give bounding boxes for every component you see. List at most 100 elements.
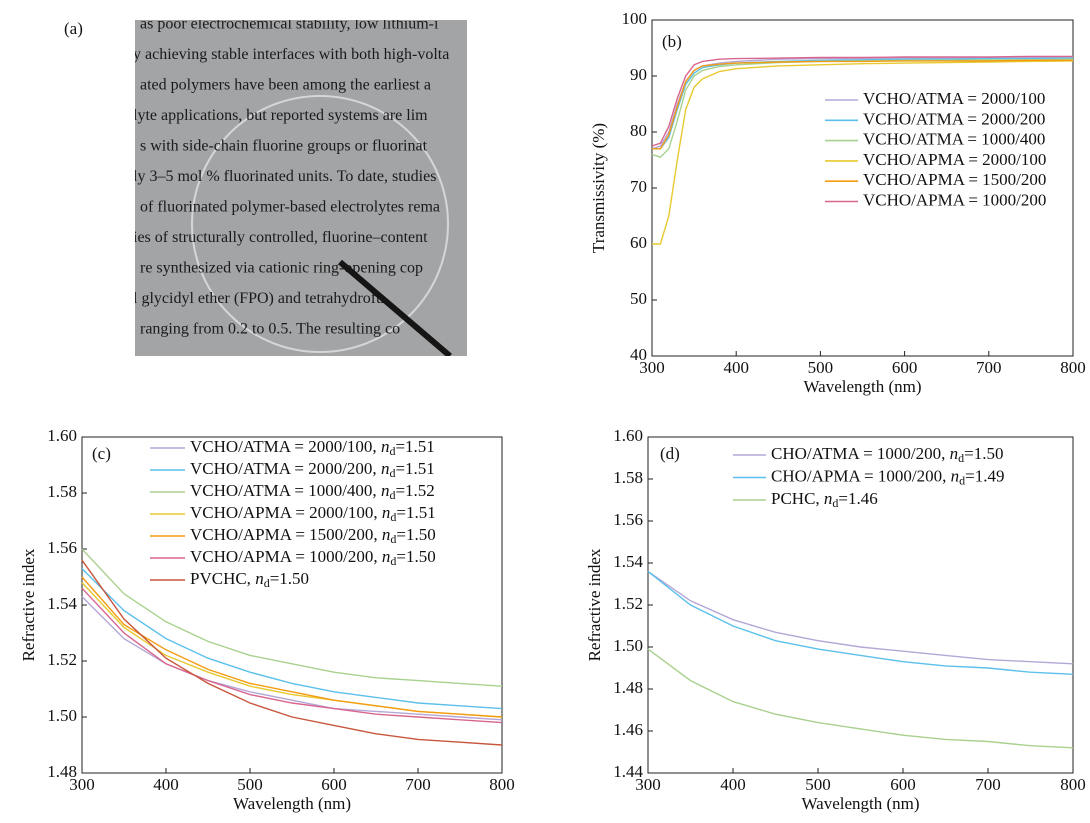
legend-text-part: n [381, 437, 390, 456]
series-line [81, 576, 503, 718]
x-tick-label: 800 [489, 775, 515, 794]
photo-background [135, 20, 467, 356]
series-line [81, 582, 503, 718]
x-tick-label: 500 [805, 775, 831, 794]
x-tick-label: 400 [153, 775, 179, 794]
y-tick-label: 1.58 [613, 468, 643, 487]
legend-text-part: =1.49 [965, 466, 1004, 485]
series-line [81, 587, 503, 724]
legend-label: VCHO/APMA = 1500/200 [863, 170, 1046, 189]
legend-text-part: d [832, 496, 838, 510]
x-tick-label: 300 [69, 775, 95, 794]
legend-text-part: =1.46 [838, 489, 877, 508]
legend-text-part: d [390, 510, 396, 524]
legend-label: VCHO/APMA = 1000/200, nd=1.50 [190, 547, 436, 568]
y-tick-label: 1.48 [47, 762, 77, 781]
legend-text-part: VCHO/ATMA = 2000/100 [863, 89, 1045, 108]
legend-text-part: =1.51 [396, 503, 435, 522]
legend-text-part: =1.51 [395, 437, 434, 456]
legend-text-part: PVCHC, [190, 569, 255, 588]
legend-text-part: =1.52 [395, 481, 434, 500]
photo-text: as poor electrochemical stability, low l… [140, 16, 439, 33]
legend-text-part: d [389, 466, 395, 480]
y-tick-label: 1.56 [47, 538, 77, 557]
series-line [647, 648, 1074, 749]
x-tick-label: 600 [321, 775, 347, 794]
legend-text-part: CHO/APMA = 1000/200, [771, 466, 951, 485]
x-tick-label: 800 [1060, 358, 1086, 377]
series-line [651, 58, 1074, 159]
x-tick-label: 500 [237, 775, 263, 794]
legend-label: VCHO/ATMA = 1000/400 [863, 130, 1045, 149]
y-tick-label: 1.52 [47, 650, 77, 669]
panel-label: (c) [92, 444, 111, 463]
x-axis-label: Wavelength (nm) [233, 794, 351, 813]
x-tick-label: 700 [405, 775, 431, 794]
series-line [652, 60, 1074, 245]
legend-text-part: d [958, 451, 964, 465]
y-tick-label: 1.54 [613, 552, 643, 571]
legend-text-part: VCHO/APMA = 1500/200, [190, 525, 382, 544]
y-tick-label: 1.46 [613, 720, 643, 739]
legend-text-part: VCHO/ATMA = 1000/400, [190, 481, 381, 500]
y-tick-label: 1.50 [47, 706, 77, 725]
legend-label: VCHO/ATMA = 2000/100 [863, 89, 1045, 108]
photo-text: of fluorinated polymer-based electrolyte… [140, 199, 440, 216]
legend-label: CHO/ATMA = 1000/200, nd=1.50 [771, 444, 1004, 465]
y-tick-label: 40 [630, 345, 647, 364]
y-tick-label: 70 [630, 177, 647, 196]
legend-text-part: VCHO/APMA = 1000/200, [190, 547, 382, 566]
y-tick-label: 1.54 [47, 594, 77, 613]
legend-text-part: VCHO/APMA = 2000/100 [863, 150, 1046, 169]
series-line [651, 55, 1073, 147]
photo-text: l glycidyl ether (FPO) and tetrahydrofu [133, 290, 384, 307]
series-line [81, 596, 503, 721]
film-disc [191, 95, 449, 353]
series-line [81, 548, 503, 687]
legend-text-part: n [382, 503, 391, 522]
legend-text-part: n [255, 569, 264, 588]
legend-text-part: VCHO/ATMA = 2000/200 [863, 109, 1045, 128]
y-tick-label: 1.60 [613, 426, 643, 445]
x-tick-label: 300 [635, 775, 661, 794]
legend-text-part: n [824, 489, 833, 508]
legend-label: VCHO/APMA = 1000/200 [863, 190, 1046, 209]
y-axis-label: Refractive index [585, 548, 604, 661]
legend-text-part: n [951, 466, 960, 485]
legend-text-part: CHO/ATMA = 1000/200, [771, 444, 950, 463]
legend-label: PVCHC, nd=1.50 [190, 569, 309, 590]
legend-text-part: d [390, 554, 396, 568]
photo-text: re synthesized via cationic ring-opening… [140, 260, 423, 277]
panel-label: (b) [662, 32, 682, 51]
legend-text-part: d [959, 473, 965, 487]
legend-label: PCHC, nd=1.46 [771, 489, 878, 510]
x-tick-label: 700 [975, 775, 1001, 794]
tweezer [338, 259, 452, 356]
series-line [651, 56, 1073, 150]
y-tick-label: 1.58 [47, 482, 77, 501]
legend-label: VCHO/ATMA = 2000/200 [863, 109, 1045, 128]
series-line [647, 570, 1074, 665]
series-line [652, 59, 1073, 150]
legend-text-part: d [389, 444, 395, 458]
legend-text-part: =1.50 [396, 525, 435, 544]
photo: as poor electrochemical stability, low l… [133, 16, 467, 356]
series-line [81, 568, 503, 710]
legend-text-part: n [382, 547, 391, 566]
y-tick-label: 1.60 [47, 426, 77, 445]
x-tick-label: 300 [639, 358, 665, 377]
legend-label: VCHO/ATMA = 2000/200, nd=1.51 [190, 459, 435, 480]
legend-text-part: VCHO/APMA = 2000/100, [190, 503, 382, 522]
legend-text-part: PCHC, [771, 489, 824, 508]
photo-text: s with side-chain fluorine groups or flu… [140, 138, 428, 155]
photo-text: ranging from 0.2 to 0.5. The resulting c… [140, 321, 400, 338]
y-tick-label: 90 [630, 65, 647, 84]
y-axis-label: Refractive index [19, 548, 38, 661]
x-axis-label: Wavelength (nm) [803, 377, 921, 396]
photo-text: y achieving stable interfaces with both … [133, 46, 449, 63]
series-line [647, 570, 1074, 675]
legend-text-part: VCHO/APMA = 1500/200 [863, 170, 1046, 189]
legend-text-part: VCHO/APMA = 1000/200 [863, 190, 1046, 209]
legend-text-part: d [389, 488, 395, 502]
